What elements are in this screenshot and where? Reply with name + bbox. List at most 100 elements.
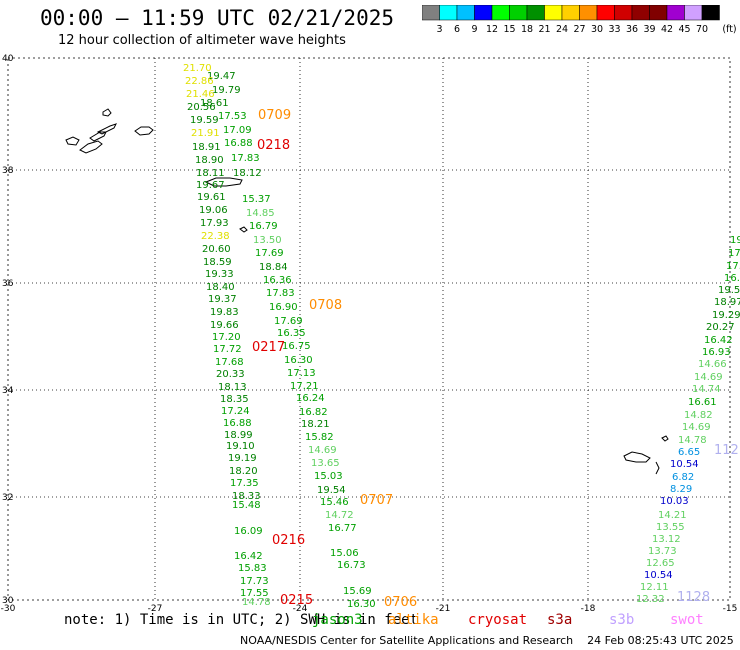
wave-height-label: 17.72 xyxy=(213,344,242,355)
wave-height-label: 12.32 xyxy=(636,594,665,605)
wave-height-label: 14.66 xyxy=(698,359,727,370)
wave-height-label: 16.35 xyxy=(277,328,306,339)
wave-height-label: 16.82 xyxy=(299,407,328,418)
wave-height-label: 13.50 xyxy=(253,235,282,246)
wave-height-label: 19.54 xyxy=(317,485,346,496)
wave-height-label: 12.65 xyxy=(646,558,675,569)
pass-time-label: 0218 xyxy=(257,138,290,153)
wave-height-label: 19.06 xyxy=(199,205,228,216)
colorbar-label: 27 xyxy=(573,24,585,35)
wave-height-label: 18.97 xyxy=(714,297,740,308)
coastline-fragment xyxy=(655,461,660,475)
satellite-legend-s3b: s3b xyxy=(609,612,635,628)
wave-height-label: 20.60 xyxy=(202,244,231,255)
map-frame xyxy=(7,57,731,601)
wave-height-label: 14.69 xyxy=(682,422,711,433)
pass-time-label: 0708 xyxy=(309,298,342,313)
wave-height-label: 15.83 xyxy=(238,563,267,574)
longitude-label: -21 xyxy=(436,604,451,614)
wave-height-label: 17.93 xyxy=(200,218,229,229)
colorbar-label: 6 xyxy=(454,24,460,35)
wave-height-label: 17.53 xyxy=(218,111,247,122)
wave-height-label: 14.72 xyxy=(325,510,354,521)
wave-height-label: 10.54 xyxy=(644,570,673,581)
wave-height-label: 16.77 xyxy=(328,523,357,534)
wave-height-label: 19.79 xyxy=(212,85,241,96)
wave-height-label: 19.37 xyxy=(208,294,237,305)
wave-height-label: 17.83 xyxy=(231,153,260,164)
pass-time-label: 112 xyxy=(714,443,739,458)
wave-height-label: 17.20 xyxy=(212,332,241,343)
colorbar-swatch xyxy=(701,5,720,21)
wave-height-label: 6.65 xyxy=(678,447,700,458)
satellite-legend-s3a: s3a xyxy=(547,612,573,628)
wave-height-label: 17. xyxy=(726,261,740,272)
latitude-label: 38 xyxy=(2,166,14,176)
wave-height-label: 18.91 xyxy=(192,142,221,153)
island-outline xyxy=(239,226,248,233)
island-outline xyxy=(623,451,651,463)
wave-height-label: 19.47 xyxy=(207,71,236,82)
wave-height-label: 16.36 xyxy=(263,275,292,286)
wave-height-label: 15.06 xyxy=(330,548,359,559)
wave-height-label: 21.46 xyxy=(186,89,215,100)
colorbar-label: 15 xyxy=(503,24,515,35)
longitude-label: -15 xyxy=(723,604,738,614)
wave-height-label: 15.69 xyxy=(343,586,372,597)
wave-height-label: 19.19 xyxy=(228,453,257,464)
wave-height-label: 21.91 xyxy=(191,128,220,139)
colorbar-label: 45 xyxy=(678,24,690,35)
footer-note: note: 1) Time is in UTC; 2) SWH is in fe… xyxy=(64,612,419,628)
wave-height-label: 17.24 xyxy=(221,406,250,417)
wave-height-label: 17.09 xyxy=(223,125,252,136)
wave-height-label: 17.69 xyxy=(274,316,303,327)
wave-height-label: 18.13 xyxy=(218,382,247,393)
island-outline xyxy=(96,123,117,135)
latitude-label: 32 xyxy=(2,493,13,503)
wave-height-label: 18.11 xyxy=(196,168,225,179)
wave-height-label: 19.83 xyxy=(210,307,239,318)
wave-height-label: 17.35 xyxy=(230,478,259,489)
wave-height-label: 15.82 xyxy=(305,432,334,443)
wave-height-label: 14.78 xyxy=(678,435,707,446)
colorbar-label: 18 xyxy=(521,24,533,35)
colorbar-label: 3 xyxy=(436,24,442,35)
island-outline xyxy=(102,108,112,117)
latitude-label: 36 xyxy=(2,279,14,289)
wave-height-label: 21.70 xyxy=(183,63,212,74)
wave-height-label: 16.93 xyxy=(702,347,731,358)
colorbar-label: 24 xyxy=(556,24,568,35)
wave-height-label: 6.82 xyxy=(672,472,694,483)
wave-height-label: 17.69 xyxy=(255,248,284,259)
colorbar-label: 30 xyxy=(591,24,603,35)
wave-height-label: 22.86 xyxy=(185,76,214,87)
wave-height-label: 15.46 xyxy=(320,497,349,508)
wave-height-label: 17 xyxy=(728,248,740,259)
wave-height-label: 14.69 xyxy=(694,372,723,383)
wave-height-label: 19.61 xyxy=(197,192,226,203)
wave-height-label: 17.83 xyxy=(266,288,295,299)
colorbar-label: 9 xyxy=(471,24,477,35)
wave-height-label: 19.59 xyxy=(190,115,219,126)
satellite-legend-cryosat: cryosat xyxy=(468,612,528,628)
island-outline xyxy=(89,131,107,142)
wave-height-label: 20.27 xyxy=(706,322,735,333)
colorbar-label: 42 xyxy=(661,24,673,35)
pass-time-label: 0217 xyxy=(252,340,285,355)
wave-height-label: 16.30 xyxy=(284,355,313,366)
wave-height-label: 17.73 xyxy=(240,576,269,587)
wave-height-label: 17.21 xyxy=(290,381,319,392)
latitude-label: 34 xyxy=(2,386,14,396)
wave-height-label: 18.90 xyxy=(195,155,224,166)
island-outline xyxy=(65,136,80,146)
wave-height-label: 16.88 xyxy=(224,138,253,149)
wave-height-label: 13.73 xyxy=(648,546,677,557)
wave-height-label: 19.5 xyxy=(718,285,740,296)
wave-height-label: 18.33 xyxy=(232,491,261,502)
wave-height-label: 20.56 xyxy=(187,102,216,113)
wave-height-label: 16.75 xyxy=(282,341,311,352)
wave-height-label: 19.33 xyxy=(205,269,234,280)
longitude-label: -30 xyxy=(1,604,16,614)
island-outline xyxy=(134,126,154,136)
wave-height-label: 18.40 xyxy=(206,282,235,293)
